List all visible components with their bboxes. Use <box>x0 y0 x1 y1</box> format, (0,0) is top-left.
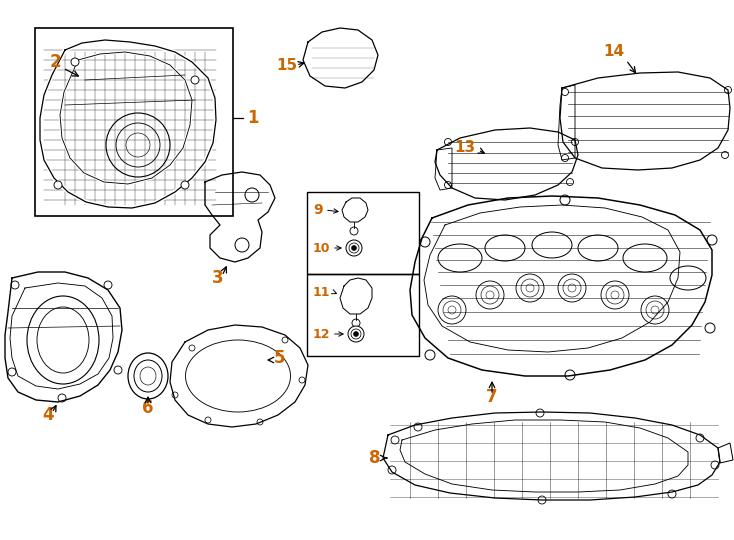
Bar <box>307 192 419 274</box>
Circle shape <box>104 281 112 289</box>
Text: 14: 14 <box>603 44 625 59</box>
Circle shape <box>189 345 195 351</box>
Circle shape <box>538 496 546 504</box>
Circle shape <box>58 394 66 402</box>
Text: 8: 8 <box>368 449 380 467</box>
Circle shape <box>8 368 16 376</box>
Circle shape <box>560 195 570 205</box>
Circle shape <box>567 179 573 186</box>
Circle shape <box>445 181 451 188</box>
Circle shape <box>352 246 357 251</box>
Circle shape <box>420 237 430 247</box>
Text: 6: 6 <box>142 399 153 417</box>
Circle shape <box>114 366 122 374</box>
Circle shape <box>11 281 19 289</box>
Circle shape <box>391 436 399 444</box>
Circle shape <box>572 138 578 145</box>
Circle shape <box>562 89 569 96</box>
Text: 11: 11 <box>313 286 330 299</box>
Text: 7: 7 <box>486 388 498 406</box>
Circle shape <box>257 419 263 425</box>
Circle shape <box>668 490 676 498</box>
Circle shape <box>707 235 717 245</box>
Circle shape <box>565 370 575 380</box>
Circle shape <box>562 154 569 161</box>
Circle shape <box>181 181 189 189</box>
Text: 10: 10 <box>313 241 330 254</box>
Circle shape <box>348 326 364 342</box>
Circle shape <box>191 76 199 84</box>
Circle shape <box>354 332 358 336</box>
Bar <box>35 28 233 216</box>
Text: 13: 13 <box>454 140 476 156</box>
Circle shape <box>299 377 305 383</box>
Circle shape <box>705 323 715 333</box>
Circle shape <box>71 58 79 66</box>
Text: 2: 2 <box>49 53 61 71</box>
Text: 4: 4 <box>42 406 54 424</box>
Circle shape <box>445 138 451 145</box>
Text: 9: 9 <box>313 203 323 217</box>
Circle shape <box>724 86 732 93</box>
Circle shape <box>349 243 359 253</box>
Text: 12: 12 <box>313 327 330 341</box>
Circle shape <box>696 434 704 442</box>
Circle shape <box>425 350 435 360</box>
Bar <box>307 274 419 356</box>
Text: 3: 3 <box>212 269 224 287</box>
Circle shape <box>536 409 544 417</box>
Circle shape <box>351 329 361 339</box>
Circle shape <box>414 423 422 431</box>
Text: 15: 15 <box>276 57 297 72</box>
Circle shape <box>722 152 729 159</box>
Circle shape <box>205 417 211 423</box>
Text: 5: 5 <box>274 349 286 367</box>
Circle shape <box>711 461 719 469</box>
Circle shape <box>346 240 362 256</box>
Text: 1: 1 <box>247 109 258 127</box>
Circle shape <box>172 392 178 398</box>
Circle shape <box>388 466 396 474</box>
Circle shape <box>54 181 62 189</box>
Circle shape <box>282 337 288 343</box>
